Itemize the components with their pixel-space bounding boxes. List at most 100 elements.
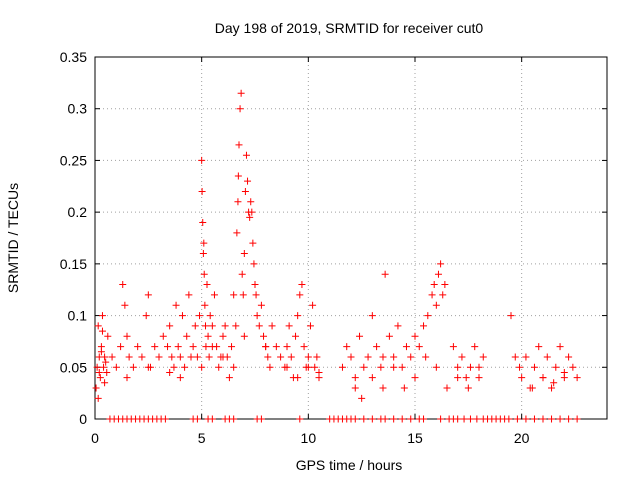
data-point [108, 353, 116, 361]
data-point [198, 363, 206, 371]
data-point [343, 343, 351, 351]
data-point [123, 332, 131, 340]
data-point [471, 343, 479, 351]
data-point [351, 384, 359, 392]
data-point [100, 363, 108, 371]
data-point [94, 394, 102, 402]
data-point [522, 415, 530, 423]
data-point [381, 270, 389, 278]
data-point [535, 343, 543, 351]
data-point [221, 322, 229, 330]
data-point [193, 415, 201, 423]
data-point [379, 384, 387, 392]
data-point [528, 384, 536, 392]
data-point [398, 363, 406, 371]
data-point [193, 353, 201, 361]
data-point [170, 363, 178, 371]
data-point [244, 177, 252, 185]
data-point [296, 415, 304, 423]
data-point [560, 368, 568, 376]
data-point [285, 322, 293, 330]
data-point [402, 343, 410, 351]
data-point [454, 374, 462, 382]
y-axis-label: SRMTID / TECUs [5, 183, 21, 293]
data-point [377, 363, 385, 371]
data-point [208, 343, 216, 351]
data-point [407, 415, 415, 423]
data-point [420, 415, 428, 423]
data-point [172, 301, 180, 309]
data-point [204, 332, 212, 340]
data-point [200, 239, 208, 247]
data-point [454, 415, 462, 423]
data-point [460, 415, 468, 423]
data-point [155, 353, 163, 361]
data-point [390, 363, 398, 371]
data-point [246, 213, 254, 221]
data-point [548, 415, 556, 423]
data-point [236, 105, 244, 113]
data-point [247, 198, 255, 206]
data-point [394, 322, 402, 330]
data-point [144, 291, 152, 299]
data-point [185, 291, 193, 299]
data-point [134, 343, 142, 351]
data-point [208, 322, 216, 330]
data-point [373, 343, 381, 351]
data-point [338, 363, 346, 371]
data-point [437, 415, 445, 423]
data-point [95, 368, 103, 376]
data-point [233, 229, 241, 237]
x-tick-label: 15 [407, 430, 423, 446]
grid-lines [94, 56, 607, 420]
data-point [505, 415, 513, 423]
data-point [142, 312, 150, 320]
data-point [240, 332, 248, 340]
data-point [191, 322, 199, 330]
data-point [283, 343, 291, 351]
data-point [257, 301, 265, 309]
data-point [248, 208, 256, 216]
data-point [151, 343, 159, 351]
data-point [203, 281, 211, 289]
data-point [432, 363, 440, 371]
data-point [228, 343, 236, 351]
data-point [252, 291, 260, 299]
data-point [97, 348, 105, 356]
data-point [123, 374, 131, 382]
data-point [390, 415, 398, 423]
data-point [565, 415, 573, 423]
data-point [189, 343, 197, 351]
data-point [462, 374, 470, 382]
data-point [428, 291, 436, 299]
data-point [411, 374, 419, 382]
data-point [250, 260, 258, 268]
data-point [296, 291, 304, 299]
data-point [311, 363, 319, 371]
data-point [183, 332, 191, 340]
x-tick-label: 20 [514, 430, 530, 446]
data-point [306, 322, 314, 330]
data-point [309, 301, 317, 309]
data-point [379, 353, 387, 361]
data-point [168, 353, 176, 361]
data-point [518, 374, 526, 382]
data-point [262, 343, 270, 351]
data-point [102, 358, 110, 366]
data-point [98, 312, 106, 320]
data-point [368, 312, 376, 320]
plot-area-frame [94, 56, 608, 420]
data-point [202, 343, 210, 351]
data-point [466, 363, 474, 371]
data-point [166, 322, 174, 330]
data-point [522, 353, 530, 361]
data-point [117, 343, 125, 351]
data-point [199, 250, 207, 258]
data-point [439, 291, 447, 299]
data-point [434, 270, 442, 278]
data-point [272, 343, 280, 351]
data-point [368, 415, 376, 423]
x-tick-label: 5 [198, 430, 206, 446]
data-point [441, 281, 449, 289]
data-point [219, 353, 227, 361]
